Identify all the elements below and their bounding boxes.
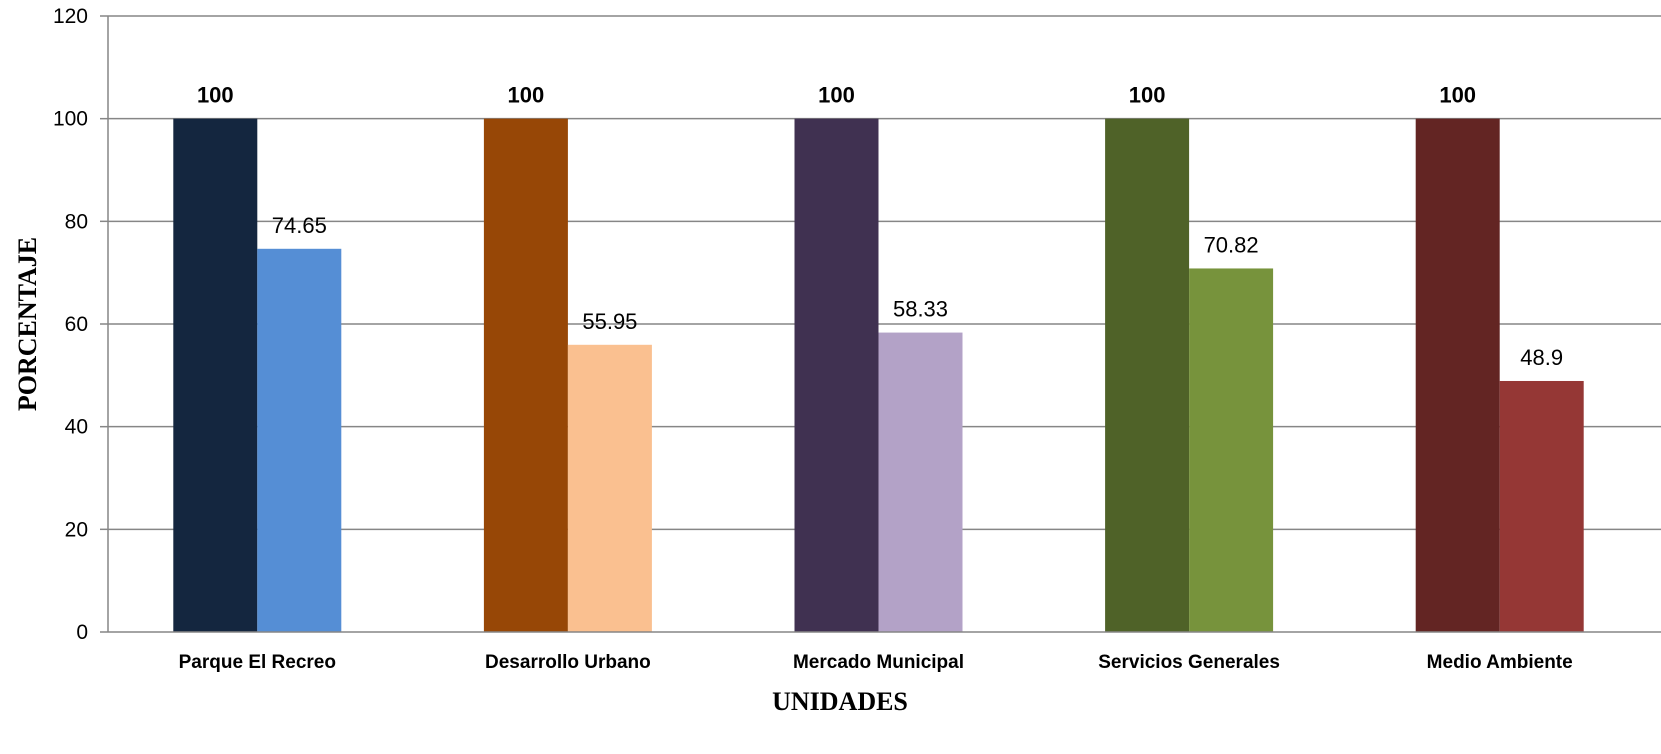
bar	[483, 118, 568, 632]
bar	[257, 248, 342, 632]
bar	[1189, 268, 1274, 632]
bar	[173, 118, 258, 632]
data-label: 100	[1129, 83, 1166, 108]
data-label: 48.9	[1520, 345, 1563, 370]
data-label: 70.82	[1204, 232, 1259, 257]
bars	[173, 118, 1584, 632]
y-axis-ticks: 0 20 40 60 80 100 120	[53, 5, 88, 644]
x-axis-title: UNIDADES	[772, 687, 908, 716]
y-tick-label: 60	[65, 313, 88, 336]
y-tick-label: 20	[65, 518, 88, 541]
gridlines	[100, 15, 1661, 633]
x-category-label: Medio Ambiente	[1427, 652, 1573, 673]
y-tick-label: 0	[76, 621, 88, 644]
bar	[794, 118, 879, 632]
bar	[878, 332, 963, 632]
x-category-label: Desarrollo Urbano	[485, 652, 651, 673]
data-label: 100	[818, 83, 855, 108]
data-label: 100	[1439, 83, 1476, 108]
bar	[1105, 118, 1190, 632]
data-label: 55.95	[582, 309, 637, 334]
x-category-label: Mercado Municipal	[793, 652, 964, 673]
data-label: 100	[508, 83, 545, 108]
x-category-label: Servicios Generales	[1098, 652, 1280, 673]
y-tick-label: 120	[53, 5, 88, 28]
data-label: 74.65	[272, 213, 327, 238]
y-tick-label: 80	[65, 210, 88, 233]
y-tick-label: 40	[65, 416, 88, 439]
x-category-label: Parque El Recreo	[179, 652, 336, 673]
data-labels: 100 74.65 100 55.95 100 58.33 100 70.82 100 48.9	[197, 83, 1563, 370]
data-label: 100	[197, 83, 234, 108]
bar	[567, 344, 652, 632]
y-tick-label: 100	[53, 108, 88, 131]
bar	[1499, 380, 1584, 632]
y-axis-title: PORCENTAJE	[13, 237, 42, 411]
bar	[1415, 118, 1500, 632]
x-axis-categories: Parque El Recreo Desarrollo Urbano Mercado…	[179, 652, 1573, 673]
data-label: 58.33	[893, 297, 948, 322]
